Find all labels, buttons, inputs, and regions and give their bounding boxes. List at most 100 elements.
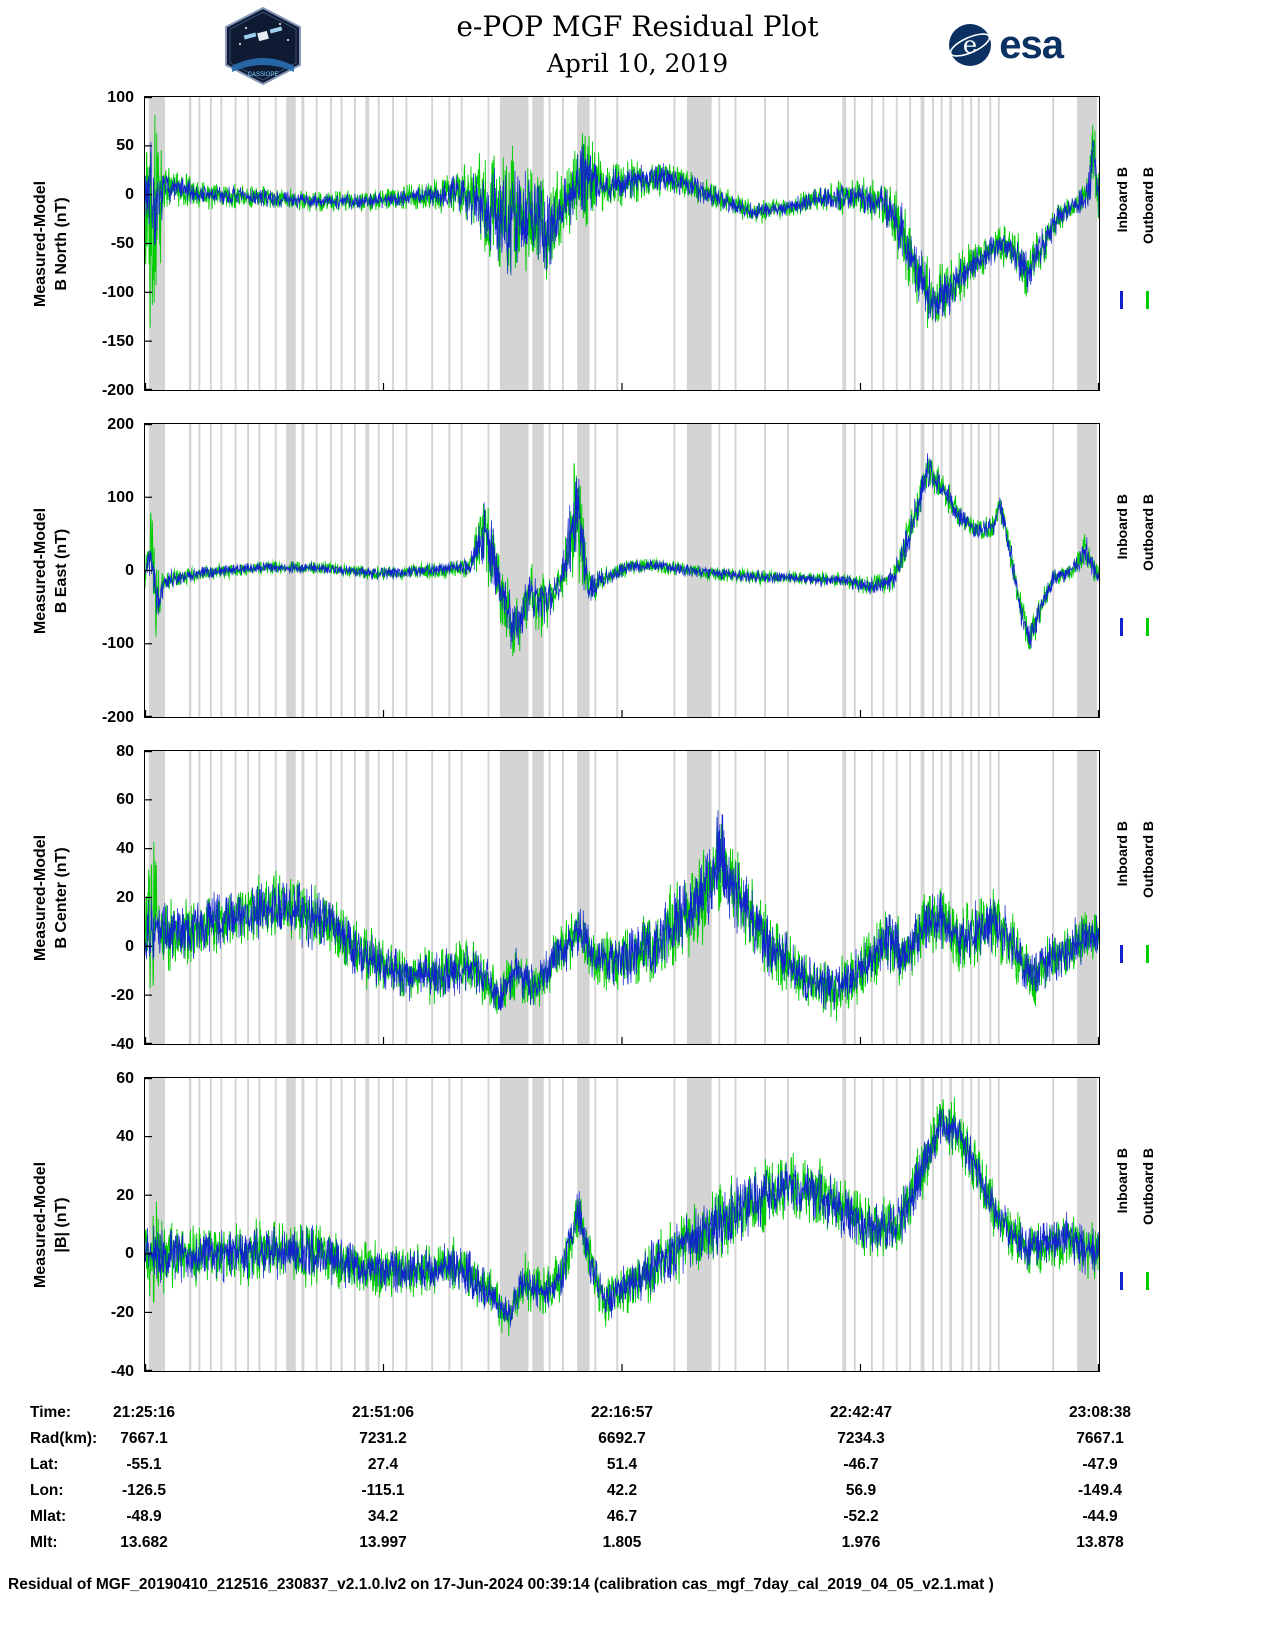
legend-inboard-label: Inboard B xyxy=(1114,493,1130,560)
legend-inboard-label: Inboard B xyxy=(1114,1147,1130,1214)
lon-value: 56.9 xyxy=(845,1482,877,1499)
y-tick-label: 20 xyxy=(116,1186,134,1204)
legend-inboard-label: Inboard B xyxy=(1114,166,1130,233)
svg-text:e: e xyxy=(963,31,977,59)
y-axis-label-b-east: Measured-Model B East (nT) xyxy=(32,507,70,634)
plot-canvas-b-magnitude xyxy=(145,1078,1099,1371)
esa-emblem-icon: e xyxy=(949,24,992,66)
y-tick-label: 0 xyxy=(125,937,134,955)
legend-b-magnitude: Inboard B Outboard B xyxy=(1100,1077,1180,1372)
y-tick-label: -40 xyxy=(110,1362,134,1380)
panel-b-east: Measured-Model B East (nT) 200 100 0 -100 -2… xyxy=(24,416,1180,726)
legend-outboard-label: Outboard B xyxy=(1140,1147,1156,1225)
header: CASSIOPE e-POP MGF Residual Plot April 1… xyxy=(0,0,1275,96)
ephemeris-row-label: Lon: xyxy=(30,1482,64,1499)
y-axis-ticks-b-east: 200 100 0 -100 -200 xyxy=(80,416,144,726)
legend-inboard-line-sample xyxy=(1120,617,1123,636)
y-axis-ticks-b-magnitude: 60 40 20 0 -20 -40 xyxy=(80,1070,144,1380)
plot-canvas-b-north xyxy=(145,97,1099,390)
legend-inboard-line-sample xyxy=(1120,1271,1123,1290)
legend-outboard-label: Outboard B xyxy=(1140,166,1156,244)
ephemeris-row-lat: Lat: -55.1 27.4 51.4 -46.7 -47.9 xyxy=(0,1456,1275,1482)
y-tick-label: 0 xyxy=(125,186,134,204)
ephemeris-row-lon: Lon: -126.5 -115.1 42.2 56.9 -149.4 xyxy=(0,1482,1275,1508)
legend-inboard-line-sample xyxy=(1120,944,1123,963)
legend-outboard-line-sample xyxy=(1146,944,1149,963)
mlat-value: -44.9 xyxy=(1082,1508,1118,1525)
ephemeris-table: Time: 21:25:16 21:51:06 22:16:57 22:42:4… xyxy=(0,1404,1275,1560)
legend-inboard-line-sample xyxy=(1120,290,1123,309)
mlt-value: 13.878 xyxy=(1076,1534,1124,1551)
lon-value: -115.1 xyxy=(361,1482,405,1499)
mlt-value: 1.976 xyxy=(841,1534,881,1551)
mlat-value: -52.2 xyxy=(843,1508,879,1525)
panel-b-center: Measured-Model B Center (nT) 80 60 40 20 0 -2… xyxy=(24,743,1180,1053)
y-tick-label: -20 xyxy=(110,1304,134,1321)
y-tick-label: 60 xyxy=(116,1069,134,1087)
lon-value: -126.5 xyxy=(122,1482,166,1499)
y-tick-label: 100 xyxy=(107,488,134,506)
y-axis-ticks-b-north: 100 50 0 -50 -100 -150 -200 xyxy=(80,89,144,399)
mlt-value: 13.997 xyxy=(359,1534,407,1551)
y-tick-label: 50 xyxy=(116,137,134,155)
rad-value: 7667.1 xyxy=(120,1430,168,1447)
legend-outboard-label: Outboard B xyxy=(1140,820,1156,898)
mlt-value: 13.682 xyxy=(120,1534,168,1551)
y-tick-label: -40 xyxy=(110,1035,134,1053)
y-tick-label: -20 xyxy=(110,986,134,1004)
y-tick-label: 20 xyxy=(116,889,134,907)
legend-b-east: Inboard B Outboard B xyxy=(1100,423,1180,718)
panel-b-magnitude: Measured-Model |B| (nT) 60 40 20 0 -20 -40 In… xyxy=(24,1070,1180,1380)
ephemeris-row-time: Time: 21:25:16 21:51:06 22:16:57 22:42:4… xyxy=(0,1404,1275,1430)
ephemeris-row-label: Mlat: xyxy=(30,1508,67,1525)
lat-value: 27.4 xyxy=(367,1456,399,1473)
time-value: 21:25:16 xyxy=(112,1404,176,1421)
y-axis-label-b-north: Measured-Model B North (nT) xyxy=(32,180,70,307)
y-tick-label: 0 xyxy=(125,562,134,580)
ephemeris-row-label: Time: xyxy=(30,1404,72,1421)
y-tick-label: -100 xyxy=(101,283,134,301)
lat-value: 51.4 xyxy=(606,1456,638,1473)
plot-canvas-b-east xyxy=(145,424,1099,717)
rad-value: 7234.3 xyxy=(837,1430,885,1447)
y-tick-label: -100 xyxy=(101,635,134,653)
legend-outboard-line-sample xyxy=(1146,290,1149,309)
legend-inboard-label: Inboard B xyxy=(1114,820,1130,887)
time-value: 22:42:47 xyxy=(829,1404,893,1421)
y-tick-label: 80 xyxy=(116,742,134,760)
lat-value: -46.7 xyxy=(843,1456,879,1473)
y-axis-label-b-center: Measured-Model B Center (nT) xyxy=(32,834,70,961)
time-value: 22:16:57 xyxy=(590,1404,654,1421)
cassiope-mission-logo: CASSIOPE xyxy=(220,6,306,91)
panel-b-north: Measured-Model B North (nT) 100 50 0 -50 -10… xyxy=(24,89,1180,399)
file-caption: Residual of MGF_20190410_212516_230837_v… xyxy=(8,1576,994,1593)
page-date: April 10, 2019 xyxy=(546,49,729,78)
y-tick-label: 200 xyxy=(107,415,134,433)
plot-area-b-east xyxy=(144,423,1100,718)
cassiope-patch-icon: CASSIOPE xyxy=(225,6,301,86)
legend-outboard-line-sample xyxy=(1146,1271,1149,1290)
plot-area-b-north xyxy=(144,96,1100,391)
y-tick-label: -50 xyxy=(110,235,134,253)
y-tick-label: 40 xyxy=(116,1128,134,1146)
lon-value: 42.2 xyxy=(606,1482,638,1499)
y-axis-label-b-magnitude: Measured-Model |B| (nT) xyxy=(32,1161,70,1288)
y-tick-label: -150 xyxy=(101,332,134,350)
y-tick-label: -200 xyxy=(101,708,134,726)
y-tick-label: -200 xyxy=(101,381,134,399)
mlt-value: 1.805 xyxy=(602,1534,642,1551)
mlat-value: -48.9 xyxy=(126,1508,162,1525)
mlat-value: 34.2 xyxy=(367,1508,399,1525)
ephemeris-row-rad: Rad(km): 7667.1 7231.2 6692.7 7234.3 766… xyxy=(0,1430,1275,1456)
time-value: 23:08:38 xyxy=(1068,1404,1132,1421)
rad-value: 7231.2 xyxy=(359,1430,407,1447)
legend-b-center: Inboard B Outboard B xyxy=(1100,750,1180,1045)
legend-outboard-label: Outboard B xyxy=(1140,493,1156,571)
ephemeris-row-label: Rad(km): xyxy=(30,1430,98,1447)
y-tick-label: 40 xyxy=(116,840,134,858)
svg-text:CASSIOPE: CASSIOPE xyxy=(248,72,279,78)
ephemeris-row-mlt: Mlt: 13.682 13.997 1.805 1.976 13.878 xyxy=(0,1534,1275,1560)
legend-outboard-line-sample xyxy=(1146,617,1149,636)
rad-value: 7667.1 xyxy=(1076,1430,1124,1447)
plot-area-b-magnitude xyxy=(144,1077,1100,1372)
